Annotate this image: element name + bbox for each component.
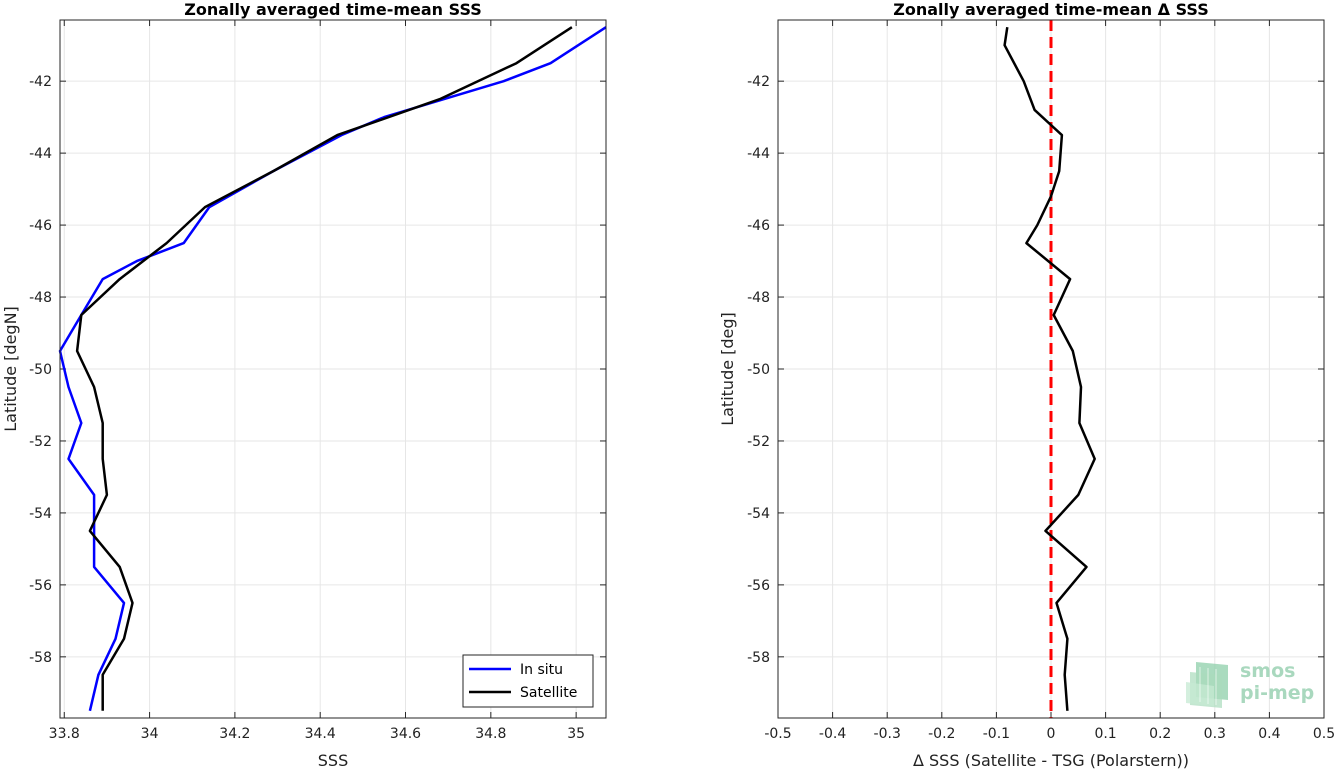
panel-delta-sss: -0.5 -0.4 -0.3 -0.2 -0.1 0 0.1 0.2 0.3 0.4 0.5 -42 -…: [718, 0, 1335, 769]
x-tick-label: 34.4: [305, 726, 336, 742]
y-tick-label: -44: [747, 146, 770, 162]
x-tick-label: 33.8: [49, 726, 80, 742]
logo-emblem: [1186, 662, 1228, 708]
legend: In situ Satellite: [462, 654, 594, 708]
y-tick-label: -54: [29, 506, 52, 522]
x-tick-label: 34.2: [219, 726, 250, 742]
x-tick-label: 35: [567, 726, 585, 742]
x-tick-label: 34.6: [390, 726, 421, 742]
logo-line-1: smos: [1240, 660, 1295, 682]
x-tick-label: 0.4: [1258, 726, 1280, 742]
chart-title: Zonally averaged time-mean SSS: [184, 0, 482, 19]
y-tick-label: -58: [747, 650, 770, 666]
x-tick-label: 0.1: [1094, 726, 1116, 742]
y-tick-label: -56: [747, 578, 770, 594]
series-line-delta-sss-0: [1003, 27, 1096, 711]
legend-box: [462, 654, 594, 708]
y-tick-label: -50: [29, 362, 52, 378]
legend-label: In situ: [520, 662, 563, 678]
axes-box: [59, 19, 607, 719]
x-tick-label: 0.2: [1149, 726, 1171, 742]
y-axis-label: Latitude [deg]: [718, 312, 737, 426]
x-tick-label: -0.1: [983, 726, 1010, 742]
x-tick-label: 0.3: [1204, 726, 1226, 742]
y-tick-label: -54: [747, 506, 770, 522]
legend-label: Satellite: [520, 685, 577, 701]
x-tick-label: 0.5: [1313, 726, 1335, 742]
y-axis-label: Latitude [degN]: [1, 306, 20, 432]
series-line-satellite: [75, 26, 573, 711]
x-tick-label: -0.4: [819, 726, 846, 742]
y-tick-label: -44: [29, 146, 52, 162]
y-tick-label: -58: [29, 650, 52, 666]
y-tick-label: -48: [747, 290, 770, 306]
x-axis-label: Δ SSS (Satellite - TSG (Polarstern)): [913, 751, 1189, 769]
x-tick-label: -0.2: [928, 726, 955, 742]
y-tick-label: -42: [747, 74, 770, 90]
x-axis-label: SSS: [318, 751, 348, 769]
chart-title: Zonally averaged time-mean Δ SSS: [893, 0, 1209, 19]
y-tick-label: -52: [29, 434, 52, 450]
y-tick-label: -46: [747, 218, 770, 234]
y-tick-label: -56: [29, 578, 52, 594]
logo-line-2: pi-mep: [1240, 682, 1314, 704]
x-tick-label: -0.5: [764, 726, 791, 742]
x-tick-label: 0: [1047, 726, 1056, 742]
x-tick-label: 34: [141, 726, 159, 742]
x-tick-label: -0.3: [874, 726, 901, 742]
y-tick-label: -52: [747, 434, 770, 450]
smos-pi-mep-logo: smos pi-mep: [1186, 660, 1314, 708]
y-tick-label: -50: [747, 362, 770, 378]
x-tick-label: 34.8: [475, 726, 506, 742]
y-tick-label: -46: [29, 218, 52, 234]
y-tick-label: -48: [29, 290, 52, 306]
panel-sss: 33.8 34 34.2 34.4 34.6 34.8 35 -42 -44 -46 -48 -50 -…: [1, 0, 607, 769]
y-tick-label: -42: [29, 74, 52, 90]
axes-box: [777, 19, 1325, 719]
